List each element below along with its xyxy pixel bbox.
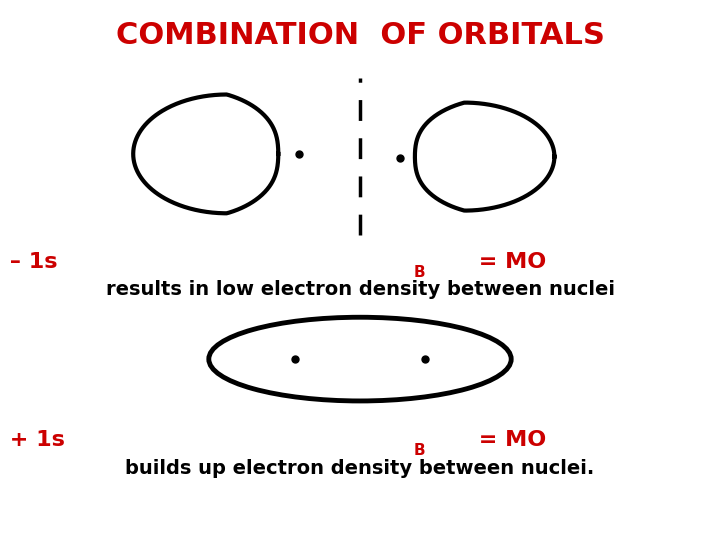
Text: = MO: = MO bbox=[471, 252, 546, 272]
Text: B: B bbox=[414, 443, 426, 458]
Text: + 1s: + 1s bbox=[2, 430, 65, 450]
Text: B: B bbox=[414, 265, 426, 280]
Text: – 1s: – 1s bbox=[2, 252, 58, 272]
Text: = MO: = MO bbox=[471, 430, 546, 450]
Text: results in low electron density between nuclei: results in low electron density between … bbox=[106, 280, 614, 300]
Text: COMBINATION  OF ORBITALS: COMBINATION OF ORBITALS bbox=[116, 21, 604, 50]
Text: builds up electron density between nuclei.: builds up electron density between nucle… bbox=[125, 458, 595, 478]
